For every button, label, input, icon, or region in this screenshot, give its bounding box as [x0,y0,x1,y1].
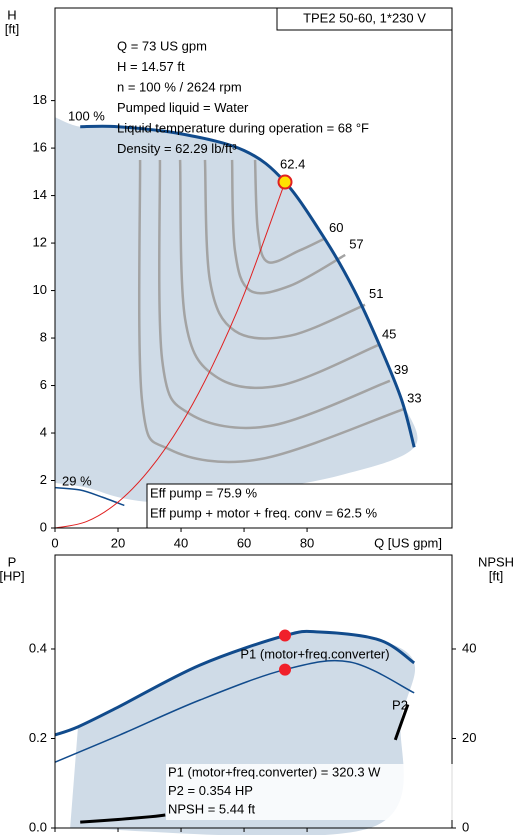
y-tick-label: 8 [40,329,47,344]
duty-point [279,629,292,642]
efficiency-text: Eff pump + motor + freq. conv = 62.5 % [150,505,377,520]
efficiency-contour [230,159,346,295]
x-tick-label: 0 [51,535,58,550]
annotation: NPSH = 5.44 ft [168,801,255,816]
y-unit: [ft] [5,21,19,36]
y2-tick-label: 40 [462,640,476,655]
annotation: Q = 73 US gpm [117,38,207,53]
operating-area [55,117,418,502]
y2-label: NPSH [478,554,514,569]
x-tick-label: 60 [237,535,251,550]
y-unit: [HP] [0,568,25,583]
y-tick-label: 2 [40,472,47,487]
y-tick-label: 16 [33,140,47,155]
y-tick-label: 12 [33,235,47,250]
efficiency-text: Eff pump = 75.9 % [150,485,258,500]
duty-efficiency: 62.4 [280,156,305,171]
x-tick-label: 20 [111,535,125,550]
head-chart: 60 57 51 45 39 33 100 % 29 % 62.4 0 20 40 60 80 0 2 4 6 8 1… [5,7,453,550]
y2-tick-label: 0 [462,819,469,834]
title-box [276,7,453,31]
annotation: P1 (motor+freq.converter) = 320.3 W [168,764,381,779]
curve [54,659,415,763]
y-tick-label: 4 [40,424,47,439]
annotation: Pumped liquid = Water [117,100,249,115]
contour-label: 33 [407,391,421,406]
annotation: Density = 62.29 lb/ft³ [117,141,237,156]
curve [54,486,125,507]
y-tick-label: 0.4 [29,640,47,655]
contour-label: 39 [394,362,408,377]
duty-point [279,663,292,676]
duty-point [277,174,293,190]
contour-label: 51 [369,286,383,301]
y-label: P [8,554,17,569]
annotation: H = 14.57 ft [117,59,185,74]
x-tick-label: 80 [300,535,314,550]
curve-label: 29 % [62,473,92,488]
plot-frame [54,554,453,829]
efficiency-contour [178,159,379,390]
curve [80,703,410,824]
curve [54,181,286,529]
y-label: H [7,7,16,22]
y-tick-label: 14 [33,187,47,202]
y2-tick-label: 20 [462,730,476,745]
efficiency-contour [158,159,391,430]
y-tick-label: 0.2 [29,730,47,745]
curve [54,629,416,737]
efficiency-contour [203,159,366,340]
y-tick-label: 18 [33,92,47,107]
curve [80,124,416,448]
chart-title: TPE2 50-60, 1*230 V [303,10,426,25]
annotation: n = 100 % / 2624 rpm [117,79,242,94]
contour-label: 60 [329,220,343,235]
y2-unit: [ft] [489,568,503,583]
contour-label: 45 [382,327,396,342]
contour-label: 57 [349,236,363,251]
power-chart: P1 (motor+freq.converter) P2 0.0 0.2 0.4 0 20 4… [0,554,514,835]
y-tick-label: 10 [33,282,47,297]
y-tick-label: 6 [40,377,47,392]
x-tick-label: 40 [174,535,188,550]
curve-label: P2 [392,697,408,712]
y-tick-label: 0 [40,519,47,534]
efficiency-box [146,483,453,529]
annotation: P2 = 0.354 HP [168,783,253,798]
curve-label: P1 (motor+freq.converter) [240,646,389,661]
annotation-box [166,764,456,820]
efficiency-contour [253,159,326,264]
y-tick-label: 0.0 [29,819,47,834]
annotation: Liquid temperature during operation = 68… [117,120,369,135]
efficiency-contour [137,159,404,464]
x-label: Q [US gpm] [374,535,442,550]
curve-label: 100 % [68,108,105,123]
